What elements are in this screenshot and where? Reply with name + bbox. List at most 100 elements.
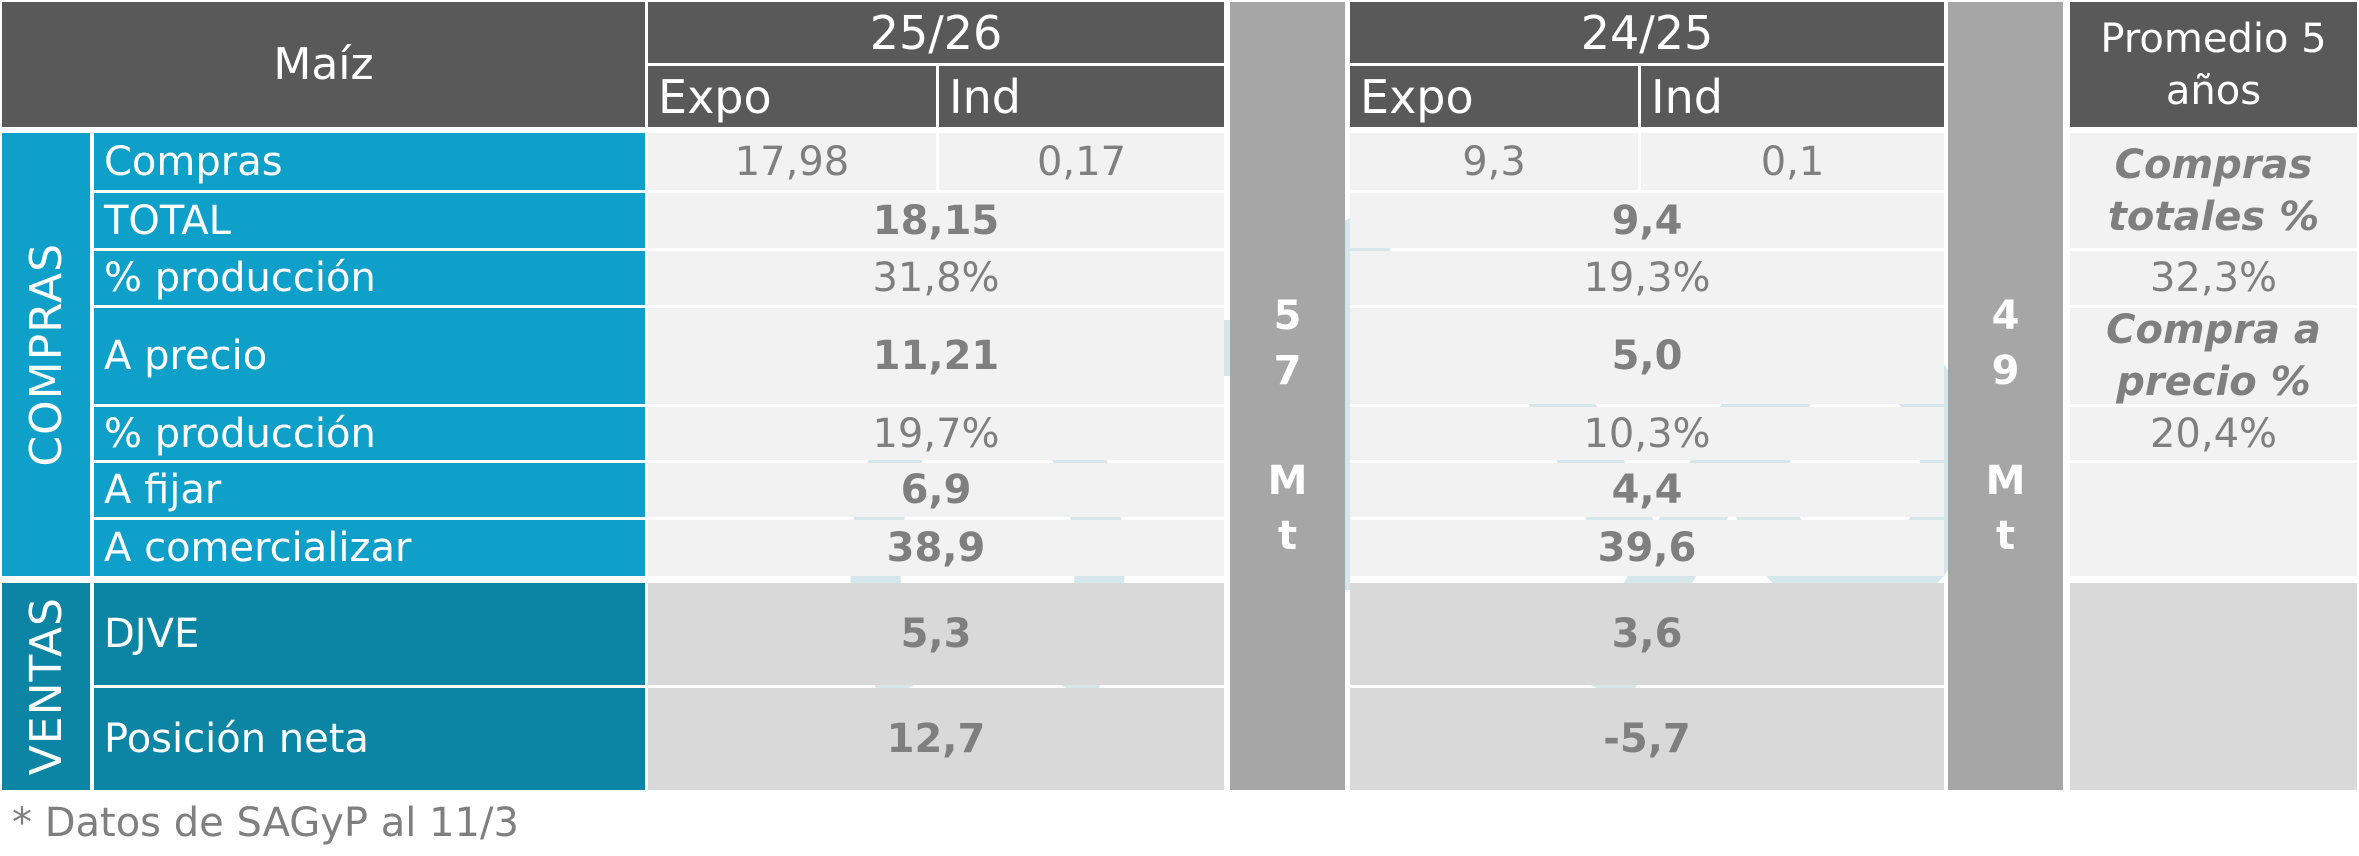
- season-2-header: 24/25: [1350, 2, 1944, 63]
- season-2-ind-header: Ind: [1641, 66, 1944, 127]
- value-text: 6,9: [900, 467, 972, 513]
- mt-char: 5: [1273, 292, 1302, 339]
- row-label-text: % producción: [104, 410, 376, 457]
- avg-label-line: Compra a: [2106, 307, 2321, 353]
- row-label-text: A comercializar: [104, 525, 412, 571]
- mt-char: M: [1267, 457, 1308, 504]
- value-text: 3,6: [1611, 611, 1683, 657]
- s1-pct-produccion-2: 19,7%: [648, 407, 1224, 460]
- s1-a-comercializar: 38,9: [648, 520, 1224, 576]
- value-text: 39,6: [1597, 525, 1697, 571]
- mt-char: t: [1277, 512, 1298, 559]
- value-text: 5,0: [1611, 333, 1683, 379]
- value-text: 4,4: [1611, 467, 1683, 513]
- ind-col-label: Ind: [1651, 69, 1723, 124]
- s2-a-fijar: 4,4: [1350, 463, 1944, 517]
- row-label-compras: Compras: [94, 133, 645, 190]
- value-text: 5,3: [900, 611, 972, 657]
- s2-a-comercializar: 39,6: [1350, 520, 1944, 576]
- avg-compra-precio-label: Compra a precio %: [2070, 307, 2357, 405]
- s2-pct-produccion-1: 19,3%: [1350, 251, 1944, 305]
- avg-header-label: Promedio 5 años: [2100, 15, 2327, 114]
- avg-label-line: totales %: [2107, 193, 2320, 240]
- value-text: 20,4%: [2149, 410, 2278, 457]
- season-2-label: 24/25: [1580, 5, 1714, 60]
- expo-col-label: Expo: [658, 69, 772, 124]
- row-label-posicion-neta: Posición neta: [94, 688, 645, 790]
- value-text: 18,15: [872, 197, 1000, 244]
- avg-pct-produccion-1: 32,3%: [2070, 251, 2357, 305]
- value-text: 11,21: [872, 333, 1000, 379]
- season-2-expo-header: Expo: [1350, 66, 1638, 127]
- row-label-text: A precio: [104, 333, 268, 379]
- value-text: 0,1: [1760, 138, 1825, 185]
- s2-compras-expo: 9,3: [1350, 133, 1638, 190]
- row-label-pct-produccion-1: % producción: [94, 251, 645, 305]
- mt-char: 9: [1991, 347, 2020, 394]
- season-1-expo-header: Expo: [648, 66, 936, 127]
- s1-pct-produccion-1: 31,8%: [648, 251, 1224, 305]
- avg-label-line: precio %: [2116, 359, 2311, 405]
- value-text: 19,3%: [1583, 255, 1711, 301]
- season-2-mt-bar: 4 9 M t: [1948, 2, 2063, 790]
- avg-label-line: Compras: [2114, 141, 2313, 188]
- value-text: 10,3%: [1583, 410, 1711, 457]
- row-label-pct-produccion-2: % producción: [94, 407, 645, 460]
- season-1-header: 25/26: [648, 2, 1224, 63]
- s1-djve: 5,3: [648, 583, 1224, 685]
- ind-col-label: Ind: [949, 69, 1021, 124]
- row-label-text: TOTAL: [104, 197, 231, 244]
- s1-a-fijar: 6,9: [648, 463, 1224, 517]
- crop-label: Maíz: [273, 39, 374, 90]
- s1-compras-expo: 17,98: [648, 133, 936, 190]
- s2-a-precio: 5,0: [1350, 308, 1944, 404]
- row-label-djve: DJVE: [94, 583, 645, 685]
- avg-compras-totales-label: Compras totales %: [2070, 133, 2357, 248]
- footnote: * Datos de SAGyP al 11/3: [12, 800, 519, 846]
- row-label-text: Compras: [104, 138, 283, 185]
- value-text: 31,8%: [872, 255, 1000, 301]
- value-text: 9,3: [1462, 138, 1526, 185]
- value-text: 19,7%: [872, 410, 1000, 457]
- s2-compras-ind: 0,1: [1641, 133, 1944, 190]
- row-label-text: Posición neta: [104, 716, 369, 762]
- row-label-a-comercializar: A comercializar: [94, 520, 645, 576]
- compras-group-label: COMPRAS: [2, 133, 90, 576]
- s1-compras-ind: 0,17: [939, 133, 1224, 190]
- value-text: 9,4: [1611, 197, 1683, 244]
- row-label-text: DJVE: [104, 611, 200, 657]
- row-label-a-precio: A precio: [94, 308, 645, 404]
- value-text: 12,7: [886, 716, 986, 762]
- avg-empty-cell: [2070, 463, 2357, 576]
- expo-col-label: Expo: [1360, 69, 1474, 124]
- s1-total: 18,15: [648, 193, 1224, 248]
- s2-djve: 3,6: [1350, 583, 1944, 685]
- row-label-a-fijar: A fijar: [94, 463, 645, 517]
- s2-total: 9,4: [1350, 193, 1944, 248]
- value-text: 32,3%: [2149, 255, 2278, 301]
- value-text: -5,7: [1603, 716, 1691, 762]
- season-1-label: 25/26: [869, 5, 1003, 60]
- value-text: 17,98: [734, 138, 850, 185]
- season-1-ind-header: Ind: [939, 66, 1224, 127]
- ventas-text: VENTAS: [20, 597, 72, 776]
- avg-pct-produccion-2: 20,4%: [2070, 407, 2357, 460]
- row-label-text: A fijar: [104, 467, 222, 513]
- avg-ventas-empty-cell: [2070, 583, 2357, 790]
- ventas-group-label: VENTAS: [2, 583, 90, 790]
- mt-char: t: [1995, 512, 2016, 559]
- crop-header: Maíz: [2, 2, 645, 127]
- compras-text: COMPRAS: [20, 242, 72, 467]
- s1-posicion-neta: 12,7: [648, 688, 1224, 790]
- value-text: 38,9: [886, 525, 986, 571]
- row-label-text: % producción: [104, 255, 376, 301]
- mt-char: 4: [1991, 292, 2020, 339]
- season-1-mt-bar: 5 7 M t: [1230, 2, 1345, 790]
- row-label-total: TOTAL: [94, 193, 645, 248]
- mt-char: 7: [1273, 347, 1302, 394]
- s2-pct-produccion-2: 10,3%: [1350, 407, 1944, 460]
- s1-a-precio: 11,21: [648, 308, 1224, 404]
- mt-char: M: [1985, 457, 2026, 504]
- avg-header: Promedio 5 años: [2070, 2, 2357, 127]
- s2-posicion-neta: -5,7: [1350, 688, 1944, 790]
